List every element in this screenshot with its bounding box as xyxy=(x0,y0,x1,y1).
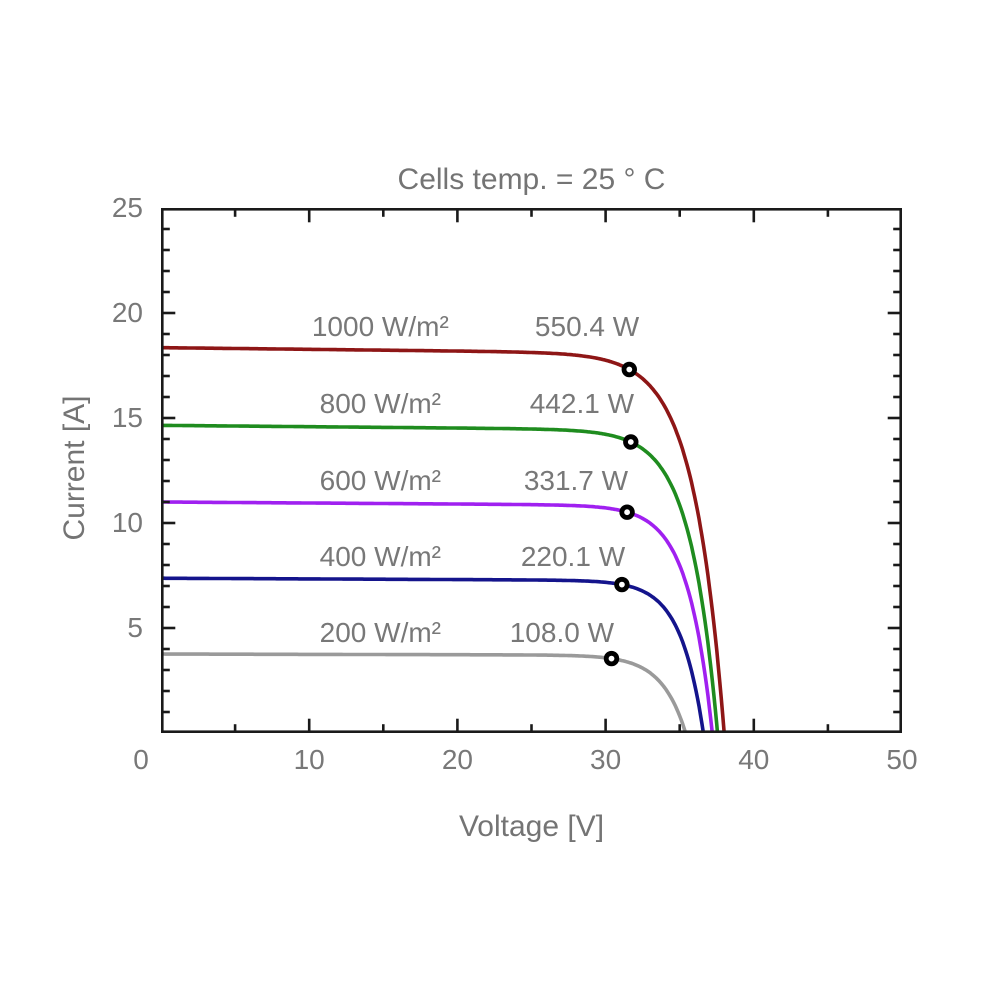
y-tick-label-15: 15 xyxy=(111,402,143,433)
y-tick-label-10: 10 xyxy=(111,507,143,538)
power-label-1000: 550.4 W xyxy=(534,310,640,342)
y-tick-label-5: 5 xyxy=(127,612,143,643)
power-label-400: 220.1 W xyxy=(520,541,626,573)
irradiance-label-200: 200 W/m² xyxy=(319,617,442,649)
x-axis-label: Voltage [V] xyxy=(458,810,605,843)
x-tick-label-30: 30 xyxy=(590,744,622,775)
power-label-600: 331.7 W xyxy=(523,465,629,496)
mpp-marker-200 xyxy=(603,650,620,667)
power-label-200: 108.0 W xyxy=(509,617,615,649)
irradiance-label-800: 800 W/m² xyxy=(319,388,442,420)
x-tick-label-20: 20 xyxy=(441,744,473,775)
x-tick-label-10: 10 xyxy=(293,744,325,775)
irradiance-label-1000: 1000 W/m² xyxy=(311,310,449,342)
power-label-800: 442.1 W xyxy=(529,388,635,420)
chart-title: Cells temp. = 25 ° C xyxy=(397,163,666,196)
plot-area xyxy=(161,208,902,733)
y-tick-label-20: 20 xyxy=(111,297,143,328)
mpp-marker-400 xyxy=(614,576,630,593)
x-tick-label-40: 40 xyxy=(738,744,770,775)
x-tick-label-0: 0 xyxy=(133,744,149,775)
irradiance-label-600: 600 W/m² xyxy=(319,465,442,496)
mpp-marker-800 xyxy=(623,434,639,450)
iv-curve-1000 xyxy=(161,345,727,733)
y-tick-label-25: 25 xyxy=(111,192,143,223)
iv-curve-400 xyxy=(161,576,706,733)
iv-curve-200 xyxy=(161,652,688,733)
mpp-marker-600 xyxy=(619,504,635,520)
x-tick-label-50: 50 xyxy=(886,744,918,775)
mpp-marker-1000 xyxy=(621,361,638,378)
irradiance-label-400: 400 W/m² xyxy=(319,541,442,573)
